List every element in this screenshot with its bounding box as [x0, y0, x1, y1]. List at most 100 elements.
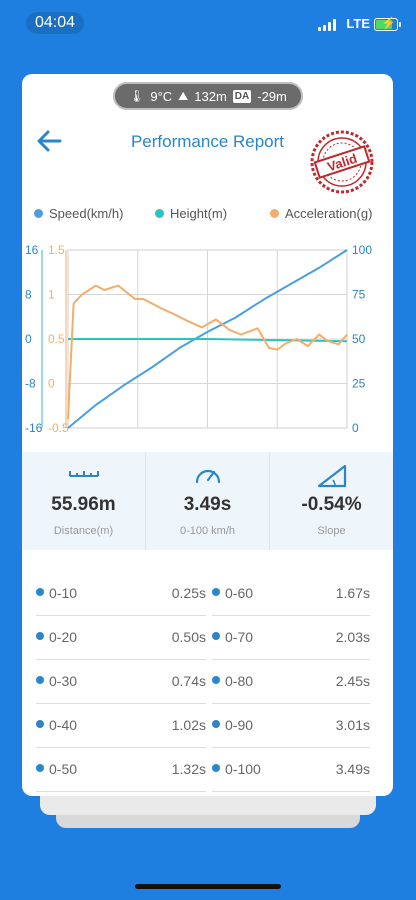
- speed-tick-label: 100: [352, 243, 372, 257]
- performance-report-card: Performance Report Valid Speed(km/h) Hei…: [22, 74, 393, 796]
- speedometer-icon: [195, 469, 220, 484]
- density-altitude-value: -29m: [257, 88, 287, 104]
- stat-time-value: 3.49s: [183, 494, 232, 515]
- bullet-icon: [36, 676, 44, 684]
- split-cell-right: 0-90 3.01s: [212, 704, 370, 748]
- split-time: 2.03s: [335, 629, 370, 645]
- bullet-icon: [212, 588, 220, 596]
- split-range: 0-40: [49, 717, 78, 733]
- card-stack-middle: [40, 795, 376, 815]
- accel-tick-label: -0.5: [48, 421, 69, 435]
- split-cell-right: 0-60 1.67s: [212, 572, 370, 616]
- speed-tick-label: 25: [352, 377, 366, 391]
- speed-tick-label: 0: [352, 421, 359, 435]
- accel-tick-label: 1.5: [48, 243, 65, 257]
- legend-label-speed: Speed(km/h): [49, 206, 124, 221]
- split-cell-left: 0-10 0.25s: [36, 572, 206, 616]
- series-line-speed: [67, 249, 348, 429]
- split-row: 0-10 0.25s 0-60 1.67s: [22, 572, 393, 616]
- speed-tick-label: 50: [352, 332, 366, 346]
- bullet-icon: [212, 676, 220, 684]
- chart-series: [67, 249, 348, 429]
- temperature-value: 9°C: [150, 88, 173, 104]
- split-times-list: 0-10 0.25s 0-60 1.67s 0-20 0.50s 0-70 2.03s 0-30…: [22, 572, 393, 792]
- stat-slope-label: Slope: [317, 525, 346, 537]
- stat-distance: 55.96m Distance(m): [22, 452, 146, 550]
- split-row: 0-20 0.50s 0-70 2.03s: [22, 616, 393, 660]
- bullet-icon: [36, 764, 44, 772]
- status-time: 04:04: [26, 12, 84, 34]
- height-tick-label: 0: [25, 332, 32, 346]
- accel-tick-label: 0: [48, 377, 55, 391]
- split-range: 0-10: [49, 585, 78, 601]
- series-line-accel: [67, 284, 348, 420]
- acceleration-legend-dot: [270, 209, 279, 218]
- split-row: 0-30 0.74s 0-80 2.45s: [22, 660, 393, 704]
- split-range: 0-50: [49, 761, 78, 777]
- bullet-icon: [36, 588, 44, 596]
- split-time: 0.50s: [171, 629, 206, 645]
- split-time: 3.01s: [335, 717, 370, 733]
- altitude-value: 132m: [194, 88, 227, 104]
- split-cell-left: 0-20 0.50s: [36, 616, 206, 660]
- bullet-icon: [212, 720, 220, 728]
- legend-item-acceleration: Acceleration(g): [270, 206, 372, 221]
- density-altitude-badge: DA: [232, 89, 252, 103]
- home-indicator[interactable]: [135, 884, 281, 889]
- stat-distance-label: Distance(m): [53, 525, 114, 537]
- bullet-icon: [212, 764, 220, 772]
- split-range: 0-20: [49, 629, 78, 645]
- back-arrow-icon[interactable]: [34, 126, 64, 156]
- performance-chart: 16 8 0 -8 -16 1.5 1 0.5 0 -0.5 100 75 50 25 0: [25, 243, 372, 435]
- bullet-icon: [36, 720, 44, 728]
- status-bar: 04:04 LTE ⚡: [0, 0, 416, 44]
- split-time: 2.45s: [335, 673, 370, 689]
- legend-label-height: Height(m): [170, 206, 228, 221]
- page-title: Performance Report: [130, 132, 285, 151]
- height-tick-label: 16: [25, 243, 39, 257]
- accel-tick-label: 1: [48, 288, 55, 302]
- stat-zero-to-hundred: 3.49s 0-100 km/h: [146, 452, 270, 550]
- stats-panel: 55.96m Distance(m) 3.49s 0-100 km/h -0.5…: [22, 452, 393, 550]
- split-cell-left: 0-40 1.02s: [36, 704, 206, 748]
- stat-slope-value: -0.54%: [301, 494, 362, 515]
- chart-legend: Speed(km/h) Height(m) Acceleration(g): [22, 206, 393, 224]
- split-time: 0.25s: [171, 585, 206, 601]
- mountain-icon: ⛰: [178, 88, 189, 103]
- split-cell-left: 0-30 0.74s: [36, 660, 206, 704]
- split-cell-left: 0-50 1.32s: [36, 748, 206, 792]
- height-tick-label: 8: [25, 288, 32, 302]
- split-range: 0-70: [225, 629, 254, 645]
- battery-icon: ⚡: [374, 16, 401, 31]
- bullet-icon: [212, 632, 220, 640]
- split-range: 0-100: [225, 761, 261, 777]
- signal-icon: [318, 19, 338, 31]
- split-range: 0-90: [225, 717, 254, 733]
- ruler-icon: [68, 471, 99, 477]
- conditions-pill: 🌡 9°C ⛰ 132m DA -29m: [113, 82, 303, 110]
- network-type: LTE: [346, 16, 370, 31]
- split-time: 1.02s: [171, 717, 206, 733]
- split-time: 1.67s: [335, 585, 370, 601]
- split-time: 1.32s: [171, 761, 206, 777]
- stat-slope: -0.54% Slope: [270, 452, 393, 550]
- stat-distance-value: 55.96m: [51, 494, 116, 515]
- height-legend-dot: [155, 209, 164, 218]
- speed-tick-label: 75: [352, 288, 366, 302]
- split-cell-right: 0-80 2.45s: [212, 660, 370, 704]
- stat-time-label: 0-100 km/h: [179, 525, 236, 537]
- thermometer-icon: 🌡: [129, 89, 145, 103]
- split-row: 0-50 1.32s 0-100 3.49s: [22, 748, 393, 792]
- split-range: 0-30: [49, 673, 78, 689]
- height-tick-label: -16: [25, 421, 43, 435]
- legend-item-height: Height(m): [155, 206, 227, 221]
- accel-tick-label: 0.5: [48, 332, 65, 346]
- legend-item-speed: Speed(km/h): [34, 206, 123, 221]
- valid-stamp-icon: Valid: [310, 130, 374, 194]
- bullet-icon: [36, 632, 44, 640]
- split-range: 0-80: [225, 673, 254, 689]
- chart-tick-labels: 16 8 0 -8 -16 1.5 1 0.5 0 -0.5 100 75 50 25 0: [25, 243, 372, 435]
- split-range: 0-60: [225, 585, 254, 601]
- slope-icon: [317, 464, 346, 488]
- speed-legend-dot: [34, 209, 43, 218]
